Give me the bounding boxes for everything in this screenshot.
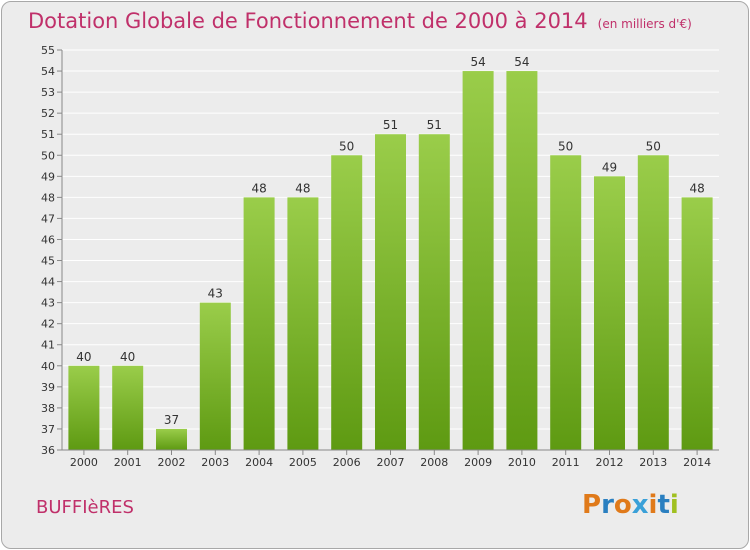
x-tick-label: 2008 xyxy=(420,456,448,469)
x-tick-label: 2010 xyxy=(508,456,536,469)
data-label: 50 xyxy=(339,139,354,153)
logo-letter: i xyxy=(669,490,679,520)
data-label: 51 xyxy=(427,118,442,132)
x-tick-label: 2013 xyxy=(639,456,667,469)
y-tick-label: 45 xyxy=(41,255,55,268)
y-tick-label: 41 xyxy=(41,339,55,352)
x-tick-label: 2014 xyxy=(683,456,711,469)
x-tick-label: 2009 xyxy=(464,456,492,469)
logo-letter: r xyxy=(601,490,614,520)
bar xyxy=(199,302,231,450)
logo-letter: P xyxy=(582,490,602,520)
bar xyxy=(243,197,275,450)
data-label: 50 xyxy=(646,139,661,153)
bar xyxy=(156,428,187,450)
y-tick-label: 40 xyxy=(41,360,55,373)
logo-letter: t xyxy=(657,490,670,520)
chart-title: Dotation Globale de Fonctionnement de 20… xyxy=(28,9,588,33)
y-tick-label: 55 xyxy=(41,44,55,57)
data-label: 43 xyxy=(208,287,223,301)
data-label: 48 xyxy=(251,181,266,195)
logo-letter: o xyxy=(613,490,632,520)
data-label: 40 xyxy=(76,350,91,364)
data-label: 37 xyxy=(164,413,179,427)
data-label: 54 xyxy=(470,55,485,69)
x-tick-label: 2012 xyxy=(596,456,624,469)
y-tick-label: 51 xyxy=(41,128,55,141)
data-label: 48 xyxy=(295,181,310,195)
bar xyxy=(418,134,450,451)
y-tick-label: 50 xyxy=(41,149,55,162)
data-label: 49 xyxy=(602,160,617,174)
y-tick-label: 44 xyxy=(41,276,55,289)
y-tick-label: 53 xyxy=(41,86,55,99)
y-tick-label: 47 xyxy=(41,212,55,225)
bar xyxy=(637,155,669,450)
logo-letter: x xyxy=(631,490,649,520)
bar xyxy=(287,197,319,450)
commune-name: BUFFIèRES xyxy=(36,497,134,518)
bar xyxy=(681,197,713,450)
y-tick-label: 52 xyxy=(41,107,55,120)
y-tick-label: 48 xyxy=(41,191,55,204)
y-tick-label: 46 xyxy=(41,233,55,246)
y-tick-label: 36 xyxy=(41,444,55,457)
x-tick-label: 2000 xyxy=(70,456,98,469)
x-tick-label: 2003 xyxy=(201,456,229,469)
y-tick-label: 42 xyxy=(41,318,55,331)
y-tick-label: 54 xyxy=(41,65,55,78)
y-tick-label: 39 xyxy=(41,381,55,394)
bar xyxy=(112,365,144,450)
bar xyxy=(462,71,494,450)
x-tick-label: 2006 xyxy=(333,456,361,469)
data-label: 40 xyxy=(120,350,135,364)
data-label: 50 xyxy=(558,139,573,153)
y-tick-label: 49 xyxy=(41,170,55,183)
unit-label: (en milliers d'€) xyxy=(597,17,692,31)
bar xyxy=(375,134,406,451)
x-tick-label: 2007 xyxy=(377,456,405,469)
title-row: Dotation Globale de Fonctionnement de 20… xyxy=(28,9,692,33)
bar xyxy=(331,155,363,450)
bar xyxy=(506,71,538,450)
x-tick-label: 2004 xyxy=(245,456,273,469)
y-tick-label: 43 xyxy=(41,297,55,310)
y-tick-label: 38 xyxy=(41,402,55,415)
data-label: 48 xyxy=(689,181,704,195)
x-tick-label: 2005 xyxy=(289,456,317,469)
x-tick-label: 2002 xyxy=(158,456,186,469)
bar xyxy=(594,176,625,450)
proxiti-logo: Proxiti xyxy=(582,490,679,520)
x-tick-label: 2001 xyxy=(114,456,142,469)
x-tick-label: 2011 xyxy=(552,456,580,469)
bar xyxy=(68,365,100,450)
y-tick-label: 37 xyxy=(41,423,55,436)
data-label: 54 xyxy=(514,55,529,69)
data-label: 51 xyxy=(383,118,398,132)
bar xyxy=(550,155,582,450)
logo-letter: i xyxy=(648,490,658,520)
